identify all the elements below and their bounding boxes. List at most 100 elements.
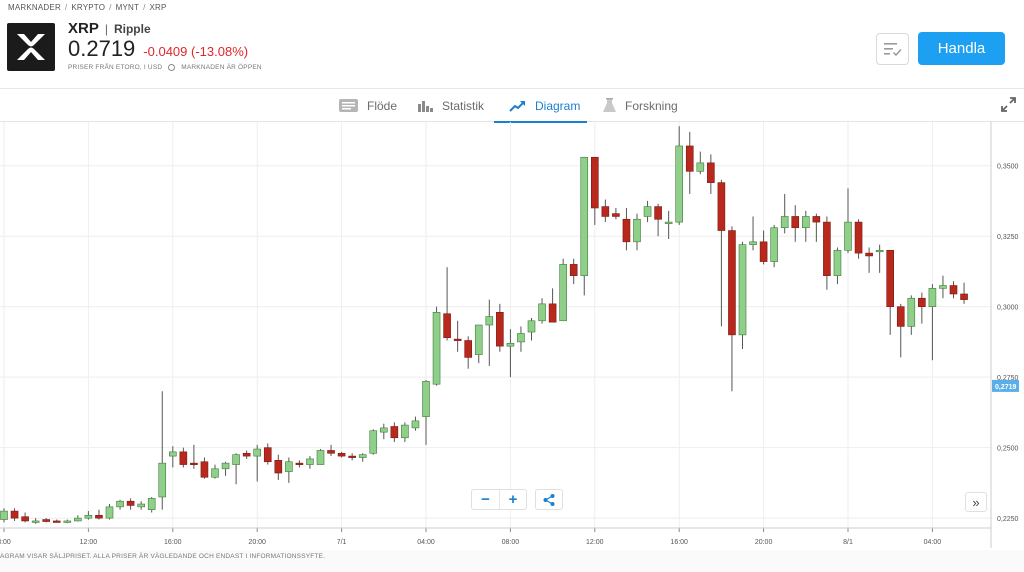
- candle-body: [675, 145, 684, 223]
- x-tick-label: 16:00: [164, 539, 182, 546]
- candlestick-chart: 0,3500 0,3250 0,3000 0,2750 0,2500 0,2250 8:00…: [0, 122, 1019, 548]
- candle-body: [316, 450, 325, 465]
- x-tick-label: 20:00: [755, 539, 773, 546]
- candle-body: [812, 216, 821, 223]
- candle-body: [949, 285, 958, 295]
- candle-down: [812, 213, 821, 242]
- zoom-in-button[interactable]: +: [499, 490, 526, 509]
- candle-body: [717, 182, 726, 231]
- candle-up: [285, 457, 293, 483]
- candle-body: [126, 500, 135, 506]
- tab-feed[interactable]: Flöde: [339, 89, 397, 122]
- candle-down: [728, 226, 736, 392]
- instrument-title: XRP | Ripple: [68, 20, 151, 37]
- watchlist-icon: [883, 43, 902, 56]
- candle-body: [274, 460, 283, 474]
- x-tick-label: 12:00: [586, 539, 604, 546]
- candle-body: [960, 293, 968, 300]
- candle-up: [379, 423, 388, 440]
- candle-body: [358, 454, 367, 458]
- x-tick-label: 04:00: [417, 539, 435, 546]
- candle-down: [548, 288, 557, 323]
- tab-stats[interactable]: Statistik: [418, 89, 484, 122]
- candle-up: [221, 461, 230, 476]
- candle-body: [728, 230, 736, 336]
- candle-body: [559, 264, 567, 322]
- candle-down: [496, 303, 504, 352]
- trade-button[interactable]: Handla: [918, 32, 1005, 65]
- breadcrumb-item[interactable]: KRYPTO: [71, 3, 106, 12]
- clock-icon: [168, 64, 176, 71]
- price-change: -0.0409 (-13.08%): [143, 44, 249, 59]
- x-tick-label: 12:00: [80, 539, 98, 546]
- price-chart[interactable]: 0,3500 0,3250 0,3000 0,2750 0,2500 0,2250 8:00…: [0, 122, 1024, 550]
- share-button[interactable]: [535, 489, 563, 510]
- candle-body: [401, 424, 409, 439]
- candle-up: [232, 453, 240, 485]
- candle-up: [401, 422, 409, 443]
- candle-down: [242, 450, 251, 459]
- candle-up: [696, 151, 705, 175]
- candle-body: [823, 221, 831, 276]
- candle-down: [274, 454, 283, 481]
- current-price: 0.2719: [68, 36, 136, 61]
- candle-body: [622, 218, 631, 243]
- candle-body: [527, 320, 536, 333]
- candle-up: [137, 501, 145, 510]
- feed-icon: [339, 99, 358, 112]
- tab-chart[interactable]: Diagram: [494, 89, 587, 123]
- candle-body: [643, 206, 652, 217]
- fullscreen-icon[interactable]: [1001, 97, 1016, 112]
- candle-body: [548, 303, 557, 323]
- candle-body: [242, 452, 251, 457]
- candle-down: [337, 451, 346, 458]
- scroll-to-latest-button[interactable]: »: [965, 492, 987, 512]
- candle-up: [116, 499, 124, 510]
- candle-body: [538, 303, 546, 322]
- candle-body: [612, 213, 620, 217]
- candle-body: [685, 145, 694, 172]
- candle-body: [369, 430, 378, 454]
- candle-down: [707, 154, 715, 194]
- tab-bar: Flöde Statistik Diagram Forskning: [0, 88, 1024, 123]
- candle-up: [844, 188, 852, 254]
- breadcrumb-item[interactable]: MYNT: [115, 3, 140, 12]
- candle-body: [105, 506, 114, 519]
- candle-down: [612, 207, 620, 220]
- tab-research[interactable]: Forskning: [603, 89, 678, 122]
- tab-label: Diagram: [535, 98, 581, 113]
- candle-body: [844, 221, 852, 251]
- x-tick-label: 8/1: [843, 539, 853, 546]
- candle-body: [939, 285, 947, 289]
- candle-up: [506, 329, 515, 378]
- candle-up: [169, 446, 177, 468]
- candle-down: [327, 444, 335, 457]
- candle-up: [253, 444, 261, 482]
- x-tick-label: 04:00: [924, 539, 942, 546]
- candle-body: [896, 306, 905, 327]
- candle-body: [517, 333, 525, 343]
- watchlist-button[interactable]: [876, 33, 909, 65]
- price-row: 0.2719 -0.0409 (-13.08%): [68, 36, 248, 62]
- candle-body: [337, 452, 346, 457]
- zoom-out-button[interactable]: −: [481, 491, 490, 508]
- market-status-text: MARKNADEN ÄR ÖPPEN: [181, 64, 262, 71]
- candle-body: [443, 313, 451, 338]
- candle-body: [770, 227, 778, 262]
- candle-body: [379, 427, 388, 433]
- candle-up: [74, 515, 82, 522]
- candles: [0, 126, 968, 524]
- candle-body: [84, 515, 93, 519]
- candle-down: [52, 519, 61, 523]
- breadcrumb-separator: /: [143, 3, 146, 12]
- candle-body: [137, 503, 145, 508]
- candle-down: [390, 422, 399, 443]
- candle-down: [464, 336, 473, 369]
- tab-label: Statistik: [442, 98, 485, 113]
- breadcrumb-item[interactable]: MARKNADER: [8, 3, 61, 12]
- zoom-button-group: − +: [471, 489, 527, 510]
- tab-label: Flöde: [367, 98, 398, 113]
- candle-down: [443, 267, 451, 341]
- candle-body: [348, 455, 356, 458]
- candle-up: [633, 213, 641, 251]
